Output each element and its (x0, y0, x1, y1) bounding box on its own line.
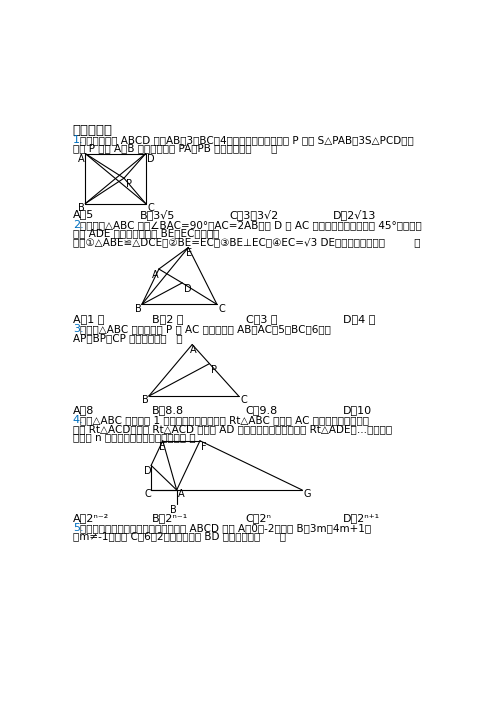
Text: B．8.8: B．8.8 (152, 405, 184, 416)
Text: B: B (135, 304, 141, 314)
Text: C．3 个: C．3 个 (246, 314, 277, 324)
Text: C．2ⁿ: C．2ⁿ (246, 513, 272, 523)
Text: B．3√5: B．3√5 (139, 209, 175, 220)
Text: 如图，在矩形 ABCD 中，AB＝3，BC＝4，在矩形内部有一动点 P 满足 S△PAB＝3S△PCD，则: 如图，在矩形 ABCD 中，AB＝3，BC＝4，在矩形内部有一动点 P 满足 S… (80, 135, 414, 145)
Text: D: D (184, 284, 191, 293)
Text: D: D (144, 466, 152, 476)
Text: B: B (170, 505, 177, 515)
Text: 断：①△ABE≌△DCE；②BE=EC；③BE⊥EC；④EC=√3 DE，其中正确的有（         ）: 断：①△ABE≌△DCE；②BE=EC；③BE⊥EC；④EC=√3 DE，其中正… (73, 237, 420, 246)
Text: G: G (304, 489, 311, 499)
Text: D．2ⁿ⁺¹: D．2ⁿ⁺¹ (343, 513, 380, 523)
Text: A: A (178, 489, 185, 499)
Text: P: P (125, 179, 131, 189)
Text: D．4 个: D．4 个 (343, 314, 375, 324)
Text: A: A (152, 270, 159, 280)
Text: D．2√13: D．2√13 (333, 209, 376, 220)
Text: A．5: A．5 (73, 209, 94, 219)
Text: F: F (201, 442, 207, 451)
Text: （m≠-1），点 C（6，2），则对角线 BD 的最小值是（      ）: （m≠-1），点 C（6，2），则对角线 BD 的最小值是（ ） (73, 531, 286, 542)
Text: 一、选择题: 一、选择题 (73, 124, 113, 138)
Text: 推，第 n 个等腰直角三角形的面积是［ ］: 推，第 n 个等腰直角三角形的面积是［ ］ (73, 432, 195, 442)
Text: P: P (211, 364, 217, 375)
Text: A: A (78, 154, 85, 164)
Text: 动点 P 到点 A、B 两点距离之和 PA＋PB 的最小值为（      ）: 动点 P 到点 A、B 两点距离之和 PA＋PB 的最小值为（ ） (73, 143, 277, 154)
Text: 已知△ABC 是腰长为 1 的等腰直角三角形，以 Rt△ABC 的斜边 AC 为直角边，面第二个: 已知△ABC 是腰长为 1 的等腰直角三角形，以 Rt△ABC 的斜边 AC 为… (80, 416, 369, 425)
Text: B: B (142, 395, 149, 405)
Text: 2.: 2. (73, 220, 84, 230)
Text: C．3＋3√2: C．3＋3√2 (229, 209, 279, 220)
Text: 在平面直角坐标系中，已知平行四边形 ABCD 的点 A（0，-2），点 B（3m，4m+1）: 在平面直角坐标系中，已知平行四边形 ABCD 的点 A（0，-2），点 B（3m… (80, 523, 371, 533)
Text: A．1 个: A．1 个 (73, 314, 104, 324)
Text: 3.: 3. (73, 324, 83, 334)
Text: 5.: 5. (73, 523, 83, 533)
Text: C．9.8: C．9.8 (246, 405, 278, 416)
Text: 1.: 1. (73, 135, 83, 145)
Text: D: D (147, 154, 155, 164)
Text: 等腰 Rt△ACD，再以 Rt△ACD 的斜边 AD 为直角边，面第三个等腰 Rt△ADE，…，依此类: 等腰 Rt△ACD，再以 Rt△ACD 的斜边 AD 为直角边，面第三个等腰 R… (73, 424, 392, 434)
Text: D．10: D．10 (343, 405, 372, 416)
Text: B．2ⁿ⁻¹: B．2ⁿ⁻¹ (152, 513, 188, 523)
Text: 如图，△ABC 中，有一点 P 在 AC 上移动，若 AB＝AC＝5，BC＝6，则: 如图，△ABC 中，有一点 P 在 AC 上移动，若 AB＝AC＝5，BC＝6，… (80, 324, 331, 334)
Text: A．2ⁿ⁻²: A．2ⁿ⁻² (73, 513, 109, 523)
Text: AP＋BP＋CP 的最小值为（   ）: AP＋BP＋CP 的最小值为（ ） (73, 333, 183, 343)
Text: C: C (147, 203, 154, 213)
Text: C: C (144, 489, 151, 499)
Text: A: A (190, 345, 196, 355)
Text: 如图，在△ABC 中，∠BAC=90°，AC=2AB，点 D 是 AC 的中点，将一块锐角为 45°的直角三: 如图，在△ABC 中，∠BAC=90°，AC=2AB，点 D 是 AC 的中点，… (80, 220, 422, 230)
Text: 4.: 4. (73, 416, 84, 425)
Text: B．2 个: B．2 个 (152, 314, 184, 324)
Text: C: C (240, 395, 247, 405)
Text: C: C (219, 304, 225, 314)
Text: 角板 ADE 如图放置，连接 BE，EC，下列判: 角板 ADE 如图放置，连接 BE，EC，下列判 (73, 228, 219, 238)
Text: E: E (159, 442, 165, 451)
Text: B: B (78, 203, 85, 213)
Text: E: E (186, 249, 192, 258)
Text: A．8: A．8 (73, 405, 94, 416)
